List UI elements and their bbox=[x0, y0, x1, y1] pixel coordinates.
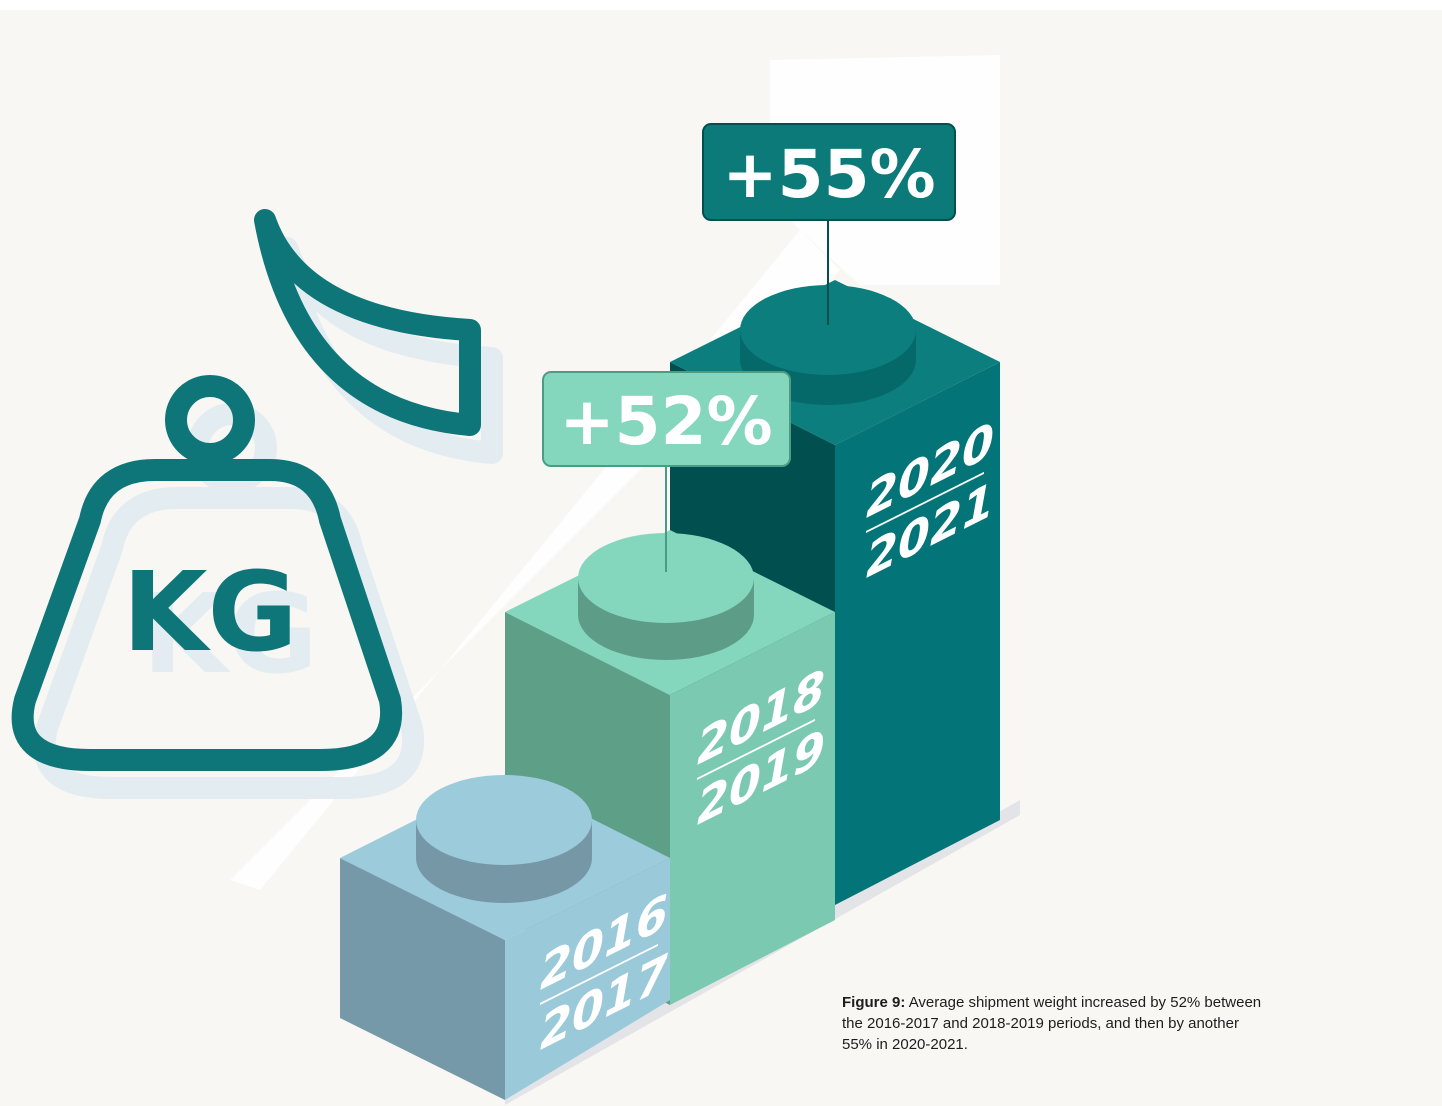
caption-label: Figure 9: bbox=[842, 994, 906, 1011]
divider bbox=[540, 943, 658, 1005]
badge bbox=[702, 123, 956, 221]
block-label: 2020 2021 bbox=[866, 411, 994, 589]
divider bbox=[866, 471, 984, 533]
caption: Figure 9: Average shipment weight increa… bbox=[842, 992, 1272, 1055]
weight-icon: KG KG bbox=[11, 209, 503, 799]
badge-label: +55% bbox=[722, 136, 935, 213]
icon-label: KG bbox=[122, 548, 298, 676]
background-arrow bbox=[230, 55, 1000, 890]
block bbox=[340, 775, 670, 1100]
badge bbox=[542, 371, 791, 467]
caption-text: Average shipment weight increased by 52%… bbox=[842, 994, 1262, 1053]
icon-label-shadow: KG bbox=[142, 570, 318, 698]
divider bbox=[697, 718, 815, 780]
top-strip bbox=[0, 0, 1442, 10]
badge-label: +52% bbox=[559, 383, 772, 460]
